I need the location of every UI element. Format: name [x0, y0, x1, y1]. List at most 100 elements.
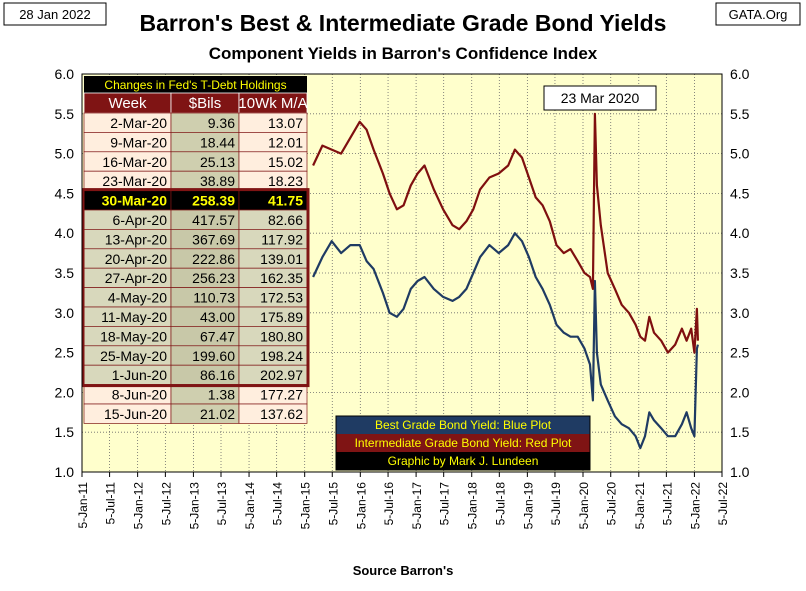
table-cell-value: 8-Jun-20: [112, 387, 167, 403]
table-cell-value: 417.57: [192, 212, 235, 228]
x-tick-label: 5-Jan-14: [243, 482, 257, 530]
y-axis-right: 1.0 1.5 2.0 2.5 3.0 3.5 4.0 4.5 5.0 5.5 6.0: [730, 66, 750, 480]
legend-border: [335, 415, 591, 471]
table-cell-value: 256.23: [192, 270, 235, 286]
legend-label: Best Grade Bond Yield: Blue Plot: [375, 418, 552, 432]
table-cell-value: 180.80: [260, 328, 303, 344]
y-tick-label-right: 4.5: [730, 185, 750, 201]
y-tick-label-left: 5.0: [55, 146, 75, 162]
y-tick-label-left: 4.5: [55, 185, 75, 201]
y-tick-label-right: 3.5: [730, 265, 750, 281]
table-cell-value: 38.89: [200, 173, 235, 189]
x-tick-label: 5-Jul-18: [493, 482, 507, 526]
table-cell-value: 15.02: [268, 154, 303, 170]
table-cell: [238, 403, 308, 424]
legend-label: Intermediate Grade Bond Yield: Red Plot: [355, 436, 572, 450]
table-cell-value: 9.36: [208, 115, 235, 131]
legend-label: Graphic by Mark J. Lundeen: [388, 454, 539, 468]
chart-subtitle: Component Yields in Barron's Confidence …: [209, 44, 598, 63]
x-tick-label: 5-Jan-16: [354, 482, 368, 530]
table-cell-value: 2-Mar-20: [110, 115, 167, 131]
table-cell-value: 41.75: [268, 193, 303, 209]
table-cell-value: 16-Mar-20: [102, 154, 167, 170]
x-tick-label: 5-Jul-12: [159, 482, 173, 526]
x-tick-label: 5-Jan-19: [521, 482, 535, 530]
table-cell-value: 18.23: [268, 173, 303, 189]
table-cell-value: 202.97: [260, 367, 303, 383]
y-tick-label-right: 1.0: [730, 464, 750, 480]
y-tick-label-right: 5.5: [730, 106, 750, 122]
x-tick-label: 5-Jan-12: [132, 482, 146, 530]
table-cell-value: 1-Jun-20: [112, 367, 167, 383]
x-tick-label: 5-Jul-17: [438, 482, 452, 526]
y-tick-label-left: 6.0: [55, 66, 75, 82]
table-cell-value: 67.47: [200, 328, 235, 344]
x-tick-label: 5-Jul-16: [382, 482, 396, 526]
x-axis: 5-Jan-11 5-Jul-11 5-Jan-12 5-Jul-12 5-Jan-13…: [76, 472, 730, 529]
x-tick-label: 5-Jul-13: [215, 482, 229, 526]
table-cell-value: 139.01: [260, 251, 303, 267]
table-cell-value: 27-Apr-20: [105, 270, 167, 286]
x-tick-label: 5-Jan-20: [577, 482, 591, 530]
table-cell-value: 6-Apr-20: [113, 212, 168, 228]
x-tick-label: 5-Jan-11: [76, 482, 90, 529]
y-tick-label-right: 3.0: [730, 305, 750, 321]
y-tick-label-left: 2.5: [55, 345, 75, 361]
y-tick-label-left: 2.0: [55, 384, 75, 400]
y-tick-label-right: 4.0: [730, 225, 750, 241]
table-cell-value: 199.60: [192, 348, 235, 364]
x-tick-label: 5-Jul-11: [104, 482, 118, 525]
x-tick-label: 5-Jul-21: [660, 482, 674, 526]
table-cell-value: 13-Apr-20: [105, 231, 167, 247]
x-tick-label: 5-Jan-17: [410, 482, 424, 530]
intermediate-grade-series-line: [312, 112, 699, 354]
table-cell-value: 9-Mar-20: [110, 134, 167, 150]
y-tick-label-right: 6.0: [730, 66, 750, 82]
x-tick-label: 5-Jan-13: [187, 482, 201, 530]
table-cell-value: 4-May-20: [108, 290, 167, 306]
brand-label: GATA.Org: [729, 7, 788, 22]
x-axis-label: Source Barron's: [353, 563, 454, 578]
x-tick-label: 5-Jan-18: [466, 482, 480, 530]
table-cell-value: 13.07: [268, 115, 303, 131]
table-cell-value: 198.24: [260, 348, 303, 364]
table-cell-value: 18.44: [200, 134, 235, 150]
table-cell-value: 11-May-20: [101, 309, 167, 325]
y-tick-label-right: 1.5: [730, 424, 750, 440]
y-axis-left: 1.0 1.5 2.0 2.5 3.0 3.5 4.0 4.5 5.0 5.5 6.0: [55, 66, 75, 480]
x-tick-label: 5-Jul-22: [716, 482, 730, 526]
table-cell-value: 12.01: [268, 134, 303, 150]
table-cell-value: 43.00: [200, 309, 235, 325]
legend: Best Grade Bond Yield: Blue Plot Intermed…: [335, 415, 591, 471]
table-highlight-border: [81, 188, 310, 388]
table-header-label: Week: [108, 95, 147, 112]
table-cell-value: 177.27: [260, 387, 303, 403]
x-tick-label: 5-Jul-20: [605, 482, 619, 526]
table-cell-value: 175.89: [260, 309, 303, 325]
table-cell-value: 258.39: [192, 193, 235, 209]
table-cell-value: 86.16: [200, 367, 235, 383]
table-title-bar: [84, 76, 307, 93]
table-cell-value: 15-Jun-20: [104, 406, 167, 422]
table-cell-value: 1.38: [208, 387, 235, 403]
date-box: [3, 2, 107, 26]
y-tick-label-left: 3.0: [55, 305, 75, 321]
table-cell-value: 25-May-20: [100, 348, 167, 364]
table-cell-value: 20-Apr-20: [105, 251, 167, 267]
table-cell-value: 25.13: [200, 154, 235, 170]
legend-entry: [336, 452, 590, 470]
table-title: Changes in Fed's T-Debt Holdings: [104, 78, 286, 92]
y-tick-label-left: 1.5: [55, 424, 75, 440]
legend-entry: [336, 434, 590, 452]
y-tick-label-right: 2.0: [730, 384, 750, 400]
date-label: 28 Jan 2022: [19, 7, 91, 22]
table-cell-value: 172.53: [260, 290, 303, 306]
table-cell-value: 82.66: [268, 212, 303, 228]
y-tick-label-left: 5.5: [55, 106, 75, 122]
fed-holdings-table: Changes in Fed's T-Debt Holdings Week $Bil…: [81, 76, 310, 424]
chart-title: Barron's Best & Intermediate Grade Bond …: [140, 10, 667, 36]
x-tick-label: 5-Jan-15: [299, 482, 313, 530]
series-layer: [312, 112, 699, 450]
